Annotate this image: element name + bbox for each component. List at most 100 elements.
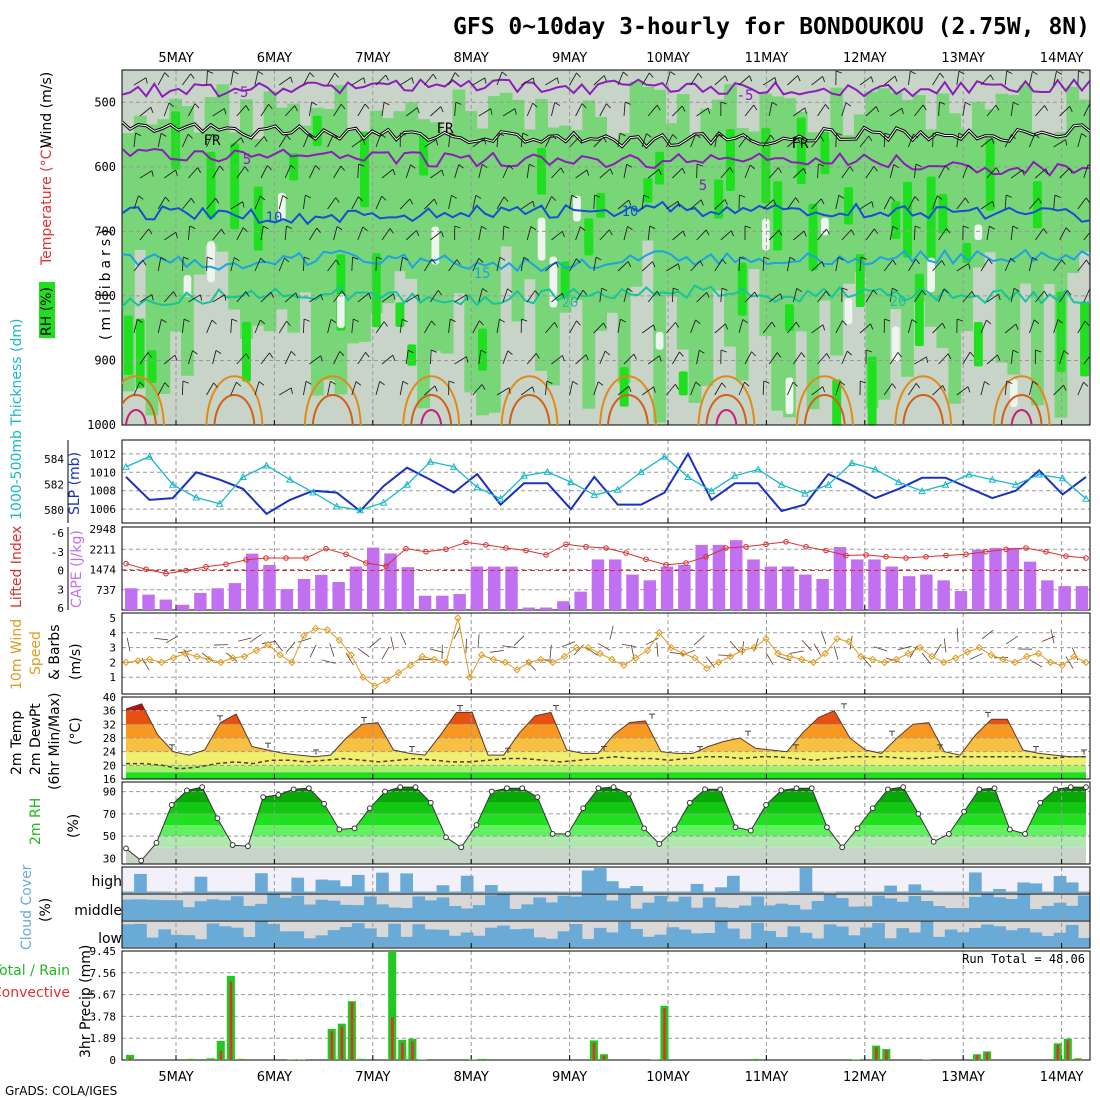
wind-barb-flag bbox=[416, 107, 420, 114]
tick-label: 5.67 bbox=[90, 989, 117, 1002]
date-label: 13MAY bbox=[941, 1070, 985, 1085]
wind-barb-flag bbox=[335, 197, 340, 203]
lifted-point bbox=[123, 560, 129, 567]
cloud-block bbox=[134, 873, 147, 893]
cape-bars bbox=[125, 540, 1089, 610]
wind-barb bbox=[1035, 168, 1047, 179]
cloud-block bbox=[460, 908, 474, 920]
surface-barb bbox=[909, 645, 918, 658]
wind-barb-flag bbox=[1087, 164, 1090, 167]
cloud-block bbox=[436, 897, 450, 920]
wind-barb-flag bbox=[270, 291, 274, 298]
wind-barb-flag bbox=[221, 228, 225, 235]
wind-barb-flag bbox=[561, 231, 565, 238]
wind-barb-flag bbox=[454, 72, 460, 78]
wind-barb-flag bbox=[334, 72, 340, 78]
wind-barb bbox=[133, 77, 147, 86]
rh-band bbox=[263, 91, 277, 332]
cloud-block bbox=[920, 921, 934, 947]
cloud-block bbox=[291, 931, 305, 947]
wind-barb-flag bbox=[603, 75, 607, 82]
wind-barb-flag bbox=[290, 164, 296, 170]
wind-barb bbox=[786, 381, 794, 396]
wind-barb-flag bbox=[944, 165, 950, 171]
cloud-block bbox=[1053, 932, 1067, 947]
wind-barb bbox=[188, 103, 196, 117]
wind-barb-flag bbox=[151, 170, 154, 177]
wind-barb bbox=[1083, 103, 1090, 117]
wind-point bbox=[762, 634, 770, 643]
tick-label: 24 bbox=[103, 746, 117, 759]
cloud-block bbox=[581, 870, 595, 893]
wind-barb-flag bbox=[705, 229, 710, 236]
wind-barb-flag bbox=[932, 132, 939, 136]
contour-loop bbox=[205, 375, 264, 425]
cloud-block bbox=[255, 873, 268, 893]
wind-barb-flag bbox=[1093, 229, 1096, 234]
wind-barb-flag bbox=[478, 258, 484, 263]
tick-label: 584 bbox=[44, 453, 64, 466]
wind-barb-flag bbox=[820, 198, 825, 205]
cloud-block bbox=[194, 876, 208, 893]
wind-barb bbox=[496, 257, 501, 272]
lifted-point bbox=[823, 547, 829, 554]
cloud-block bbox=[872, 891, 885, 893]
cloud-block bbox=[521, 904, 534, 920]
tick-label: 1 bbox=[109, 671, 116, 684]
wind-barb bbox=[938, 288, 945, 303]
surface-barb bbox=[621, 643, 636, 648]
wind-barb-flag bbox=[893, 164, 899, 169]
wind-barb bbox=[181, 134, 189, 148]
cloud-block bbox=[702, 932, 716, 947]
wind-barb-flag bbox=[1038, 198, 1042, 204]
wind-barb-flag bbox=[499, 318, 505, 323]
wind-barb bbox=[1010, 226, 1014, 241]
wind-barb bbox=[430, 290, 439, 303]
surface-barb bbox=[477, 634, 480, 649]
contour-loop bbox=[125, 409, 147, 425]
wind-barb bbox=[1083, 164, 1089, 179]
cape-bar bbox=[315, 574, 328, 610]
wind-barb bbox=[520, 133, 524, 148]
wind-barb bbox=[647, 226, 651, 241]
wind-barb bbox=[666, 200, 679, 210]
cloud-block bbox=[823, 894, 837, 920]
wind-barb bbox=[1059, 167, 1070, 179]
wind-barb bbox=[181, 319, 185, 334]
lifted-point bbox=[503, 545, 509, 551]
cape-bar bbox=[868, 559, 881, 610]
wind-barb-flag bbox=[441, 169, 444, 176]
wind-barb-flag bbox=[649, 225, 656, 230]
tick-label: 7.56 bbox=[90, 967, 117, 980]
wind-barb bbox=[405, 350, 409, 365]
date-label: 14MAY bbox=[1040, 51, 1084, 66]
wind-point bbox=[584, 643, 592, 652]
precip-convective-label: Convective bbox=[0, 985, 70, 1001]
surface-barb bbox=[729, 640, 740, 652]
rh-band-high bbox=[926, 176, 936, 261]
precip-convective-bar bbox=[663, 1008, 666, 1060]
wind-barb-flag bbox=[672, 134, 678, 140]
wind-barb bbox=[1010, 288, 1015, 303]
rh-point bbox=[930, 838, 937, 845]
wind-barb bbox=[641, 324, 654, 334]
wind-barb bbox=[762, 380, 765, 396]
wind-barb bbox=[720, 288, 723, 303]
thickness-point bbox=[1082, 494, 1090, 502]
thickness-point bbox=[848, 458, 856, 466]
cloud-block bbox=[1041, 936, 1055, 947]
wind-barb-flag bbox=[603, 322, 607, 329]
rh-point bbox=[671, 826, 678, 833]
chart-title: GFS 0~10day 3-hourly for BONDOUKOU (2.75… bbox=[453, 14, 1090, 40]
wind-barb bbox=[841, 102, 847, 117]
wind-barb-flag bbox=[294, 105, 298, 112]
wind-barb-flag bbox=[308, 133, 314, 139]
wind-barb-flag bbox=[597, 381, 604, 386]
rh-band-high bbox=[938, 193, 948, 234]
wind-barb-flag bbox=[698, 349, 705, 354]
wind-barb bbox=[908, 258, 917, 272]
rh-band-high bbox=[560, 261, 570, 298]
